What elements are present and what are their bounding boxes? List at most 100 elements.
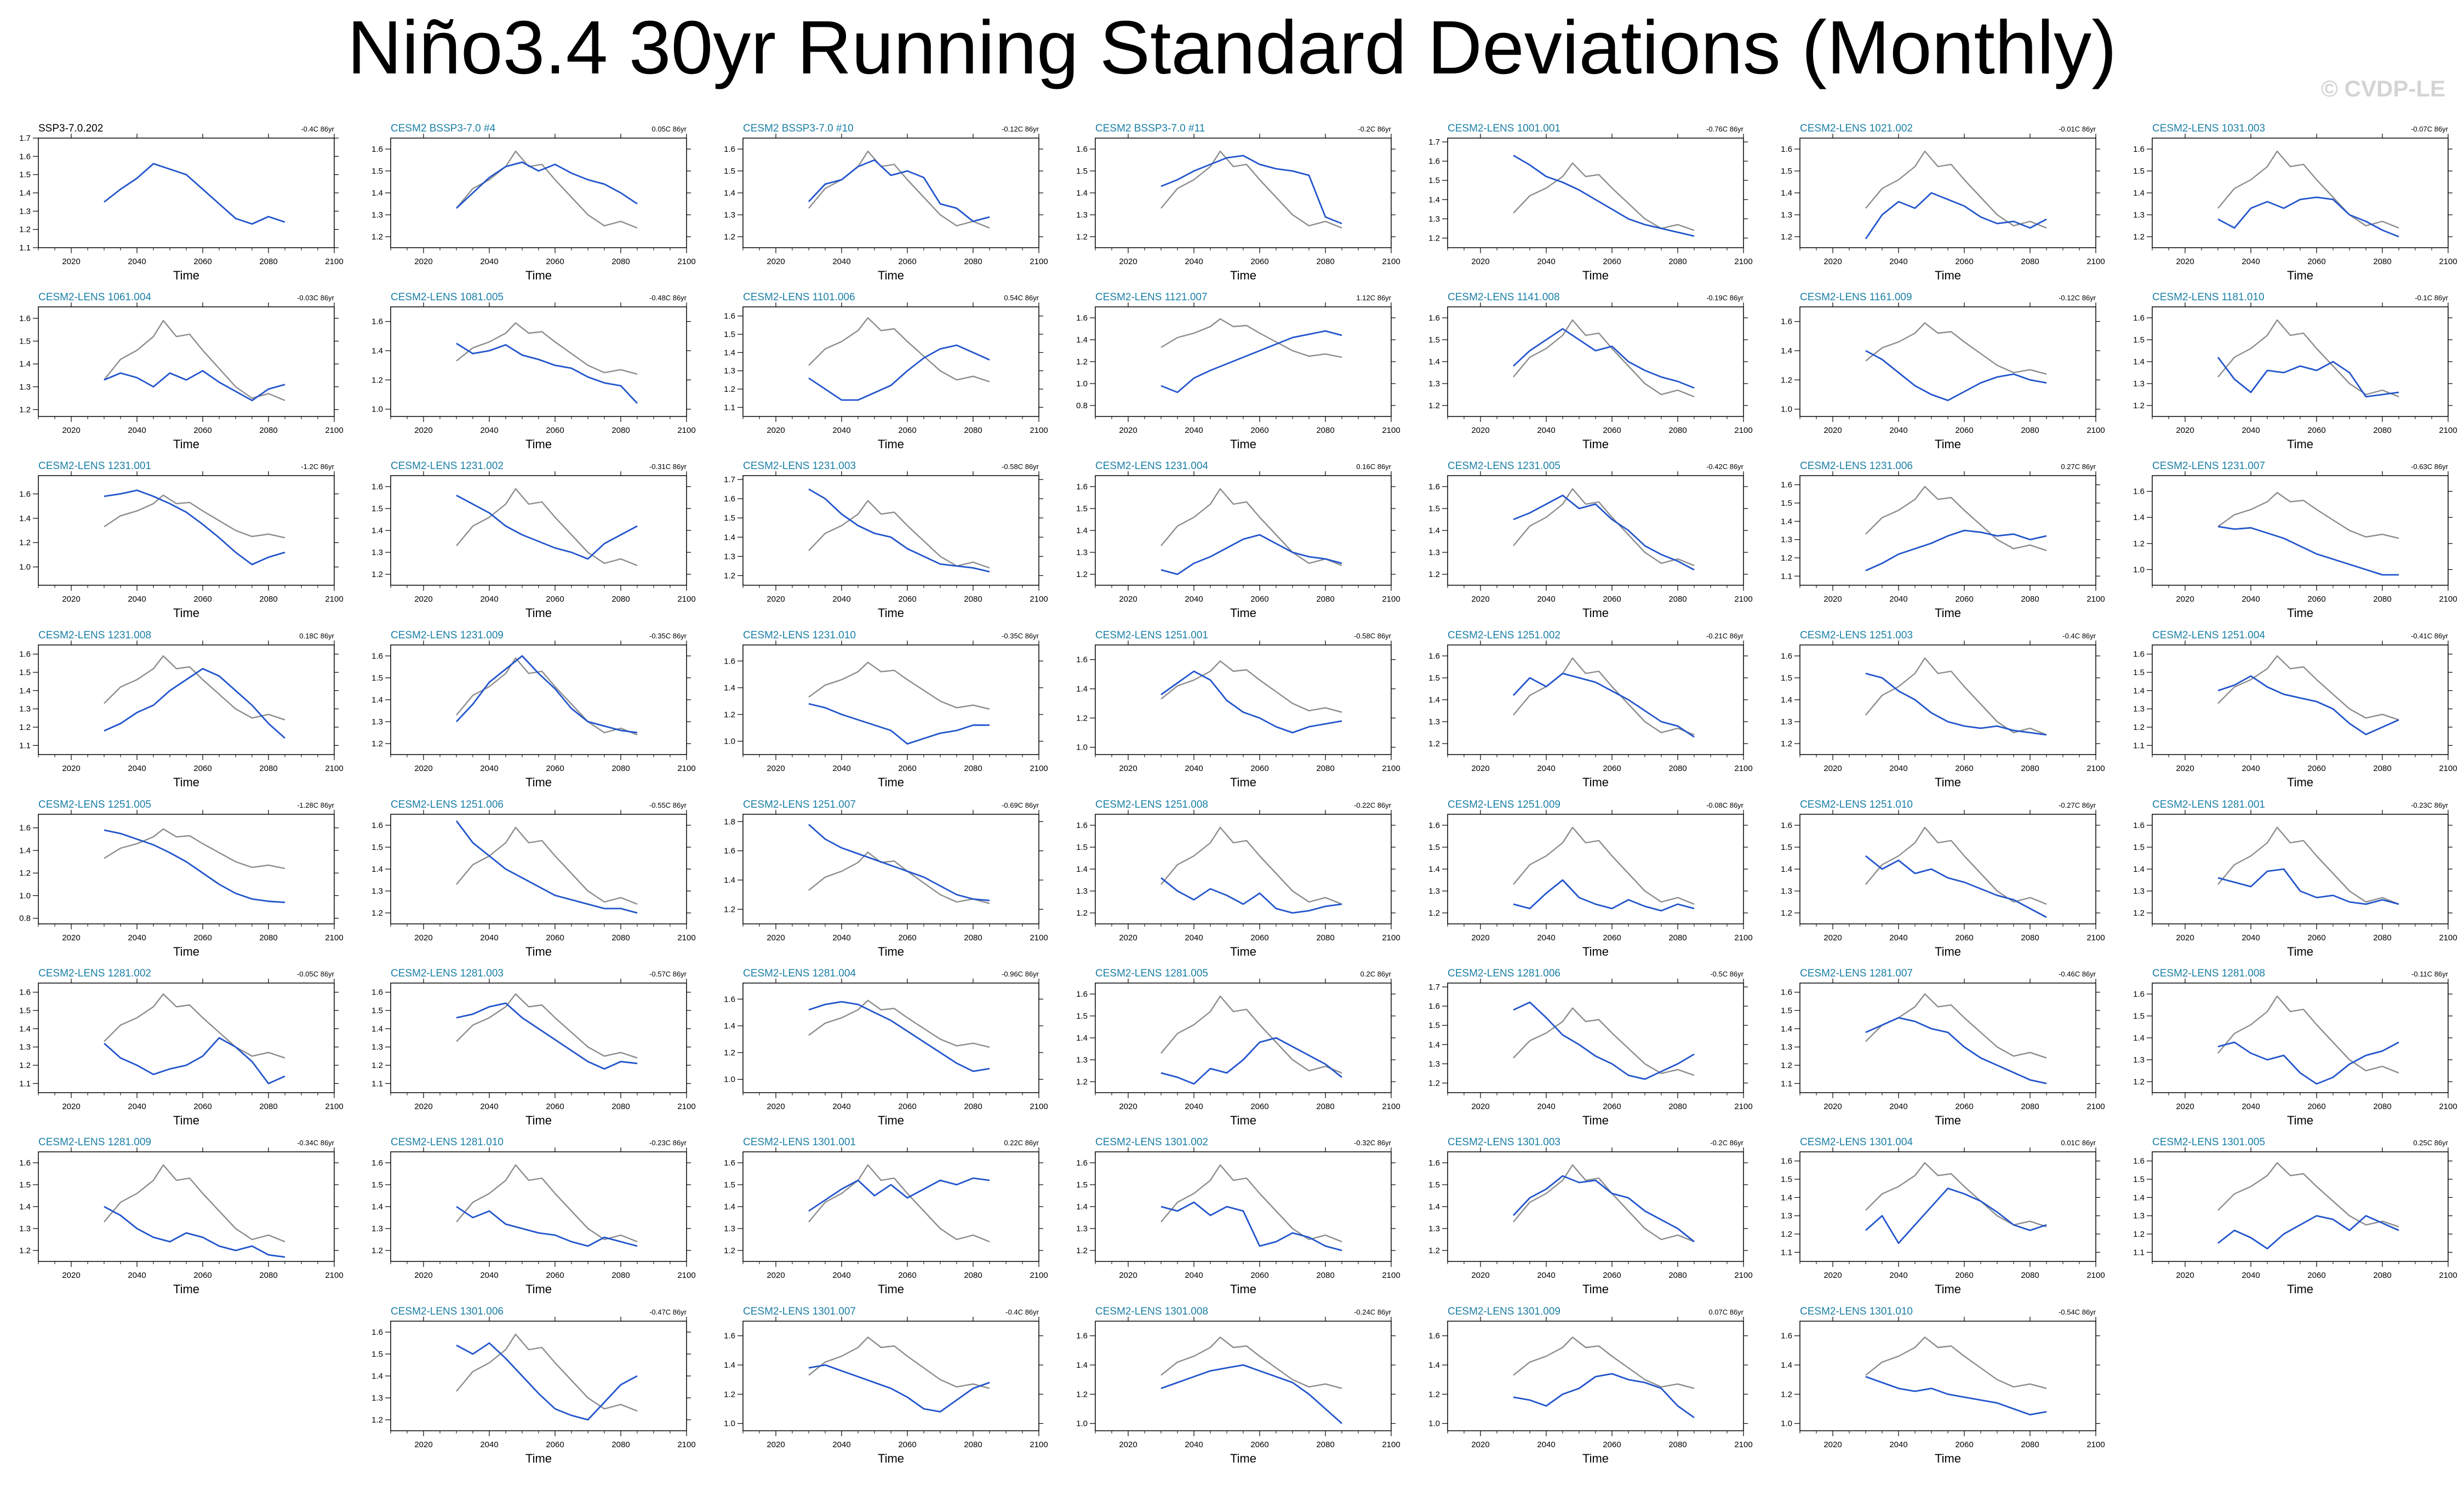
x-tick-label: 2040 — [1537, 1440, 1555, 1449]
x-tick-label: 2020 — [414, 595, 432, 604]
y-tick-label: 1.4 — [371, 346, 383, 356]
member-series-line — [455, 820, 638, 914]
plot-frame — [1095, 306, 1392, 417]
y-tick-label: 1.6 — [19, 824, 31, 833]
x-tick-label: 2100 — [1734, 933, 1752, 943]
x-axis-label: Time — [1582, 1282, 1609, 1296]
y-tick-label: 1.6 — [724, 494, 735, 504]
y-tick-label: 1.5 — [1428, 843, 1440, 852]
panel-title: CESM2-LENS 1141.008 — [1448, 292, 1560, 303]
y-tick-label: 1.5 — [2133, 668, 2145, 677]
y-tick-label: 1.4 — [1428, 865, 1440, 874]
chart-panel: CESM2-LENS 1161.009 -0.12C 86yr 2020 2040 20… — [1781, 292, 2105, 451]
x-tick-label: 2100 — [1382, 1440, 1400, 1449]
y-tick-label: 1.5 — [371, 673, 383, 683]
x-tick-label: 2060 — [2307, 1271, 2325, 1280]
x-tick-label: 2080 — [1316, 1440, 1334, 1449]
y-tick-label: 1.2 — [724, 385, 735, 394]
x-tick-label: 2020 — [414, 1271, 432, 1280]
panel-title: CESM2-LENS 1251.005 — [38, 799, 151, 810]
y-tick-label: 1.6 — [1076, 655, 1088, 665]
x-tick-label: 2040 — [480, 426, 498, 435]
x-tick-label: 2100 — [1734, 1440, 1752, 1449]
x-tick-label: 2040 — [1185, 933, 1203, 943]
y-tick-label: 1.2 — [19, 405, 31, 415]
trend-label: -0.22C 86yr — [1354, 801, 1392, 809]
member-series-line — [808, 344, 990, 401]
x-tick-label: 2040 — [128, 764, 146, 773]
member-series-line — [456, 1002, 638, 1070]
y-tick-label: 1.3 — [371, 210, 383, 220]
trend-label: -0.58C 86yr — [1002, 462, 1039, 471]
plot-frame — [2152, 1151, 2449, 1262]
y-tick-label: 1.4 — [2133, 1033, 2145, 1043]
x-tick-label: 2020 — [62, 1271, 80, 1280]
y-tick-label: 1.2 — [1076, 357, 1088, 367]
x-tick-label: 2100 — [1030, 1102, 1048, 1111]
y-tick-label: 0.8 — [19, 914, 31, 923]
trend-label: -1.28C 86yr — [297, 801, 335, 809]
x-tick-label: 2100 — [1030, 933, 1048, 943]
x-tick-label: 2060 — [546, 1440, 564, 1449]
x-tick-label: 2040 — [480, 933, 498, 943]
x-tick-label: 2060 — [898, 1440, 916, 1449]
y-tick-label: 1.2 — [1428, 401, 1440, 410]
panel-title: CESM2-LENS 1301.005 — [2152, 1136, 2265, 1148]
x-tick-label: 2100 — [2439, 595, 2457, 604]
plot-frame — [390, 306, 687, 417]
ensemble-mean-line — [104, 828, 285, 870]
member-series-line — [104, 370, 285, 402]
y-tick-label: 1.2 — [371, 739, 383, 749]
x-tick-label: 2020 — [767, 1440, 785, 1449]
x-tick-label: 2100 — [1382, 426, 1400, 435]
x-tick-label: 2100 — [2439, 1102, 2457, 1111]
x-axis-label: Time — [2287, 1113, 2313, 1127]
x-tick-label: 2040 — [2242, 426, 2260, 435]
x-tick-label: 2080 — [611, 1271, 630, 1280]
panel-title: CESM2-LENS 1231.004 — [1095, 460, 1208, 472]
y-tick-label: 1.2 — [1781, 739, 1792, 749]
ensemble-mean-line — [1865, 657, 2047, 736]
member-series-line — [1865, 1187, 2047, 1244]
member-series-line — [1865, 1375, 2047, 1416]
plot-frame — [742, 1151, 1039, 1262]
x-axis-label: Time — [2287, 945, 2313, 958]
ensemble-mean-line — [456, 993, 638, 1059]
plot-frame — [742, 475, 1039, 586]
x-tick-label: 2020 — [1119, 426, 1137, 435]
chart-panel: CESM2-LENS 1101.006 0.54C 86yr 2020 2040 206… — [724, 292, 1048, 451]
y-tick-label: 1.2 — [724, 571, 735, 580]
y-tick-label: 1.2 — [19, 723, 31, 732]
x-axis-label: Time — [1935, 1282, 1961, 1296]
x-tick-label: 2100 — [2086, 426, 2105, 435]
y-tick-label: 1.6 — [2133, 1157, 2145, 1166]
chart-panel: CESM2-LENS 1301.002 -0.32C 86yr 2020 2040 20… — [1076, 1136, 1400, 1296]
x-axis-label: Time — [1582, 437, 1609, 451]
x-tick-label: 2040 — [480, 1271, 498, 1280]
y-tick-label: 1.4 — [19, 1024, 31, 1033]
panel-title: CESM2-LENS 1251.007 — [743, 799, 856, 810]
y-tick-label: 1.3 — [19, 705, 31, 714]
ensemble-mean-line — [2217, 655, 2399, 721]
x-tick-label: 2040 — [480, 595, 498, 604]
panel-title: CESM2-LENS 1231.002 — [391, 460, 504, 472]
trend-label: -0.23C 86yr — [649, 1139, 687, 1147]
y-tick-label: 1.4 — [1428, 695, 1440, 705]
ensemble-mean-line — [456, 322, 638, 375]
x-axis-label: Time — [525, 1113, 552, 1127]
y-tick-label: 1.8 — [724, 817, 735, 826]
y-tick-label: 1.4 — [724, 1021, 735, 1031]
panel-title: CESM2-LENS 1301.004 — [1800, 1136, 1913, 1148]
x-tick-label: 2060 — [1603, 1102, 1621, 1111]
x-tick-label: 2060 — [546, 764, 564, 773]
x-tick-label: 2080 — [964, 1102, 982, 1111]
y-tick-label: 1.6 — [19, 489, 31, 499]
y-tick-label: 1.6 — [2133, 145, 2145, 154]
y-tick-label: 1.4 — [1781, 346, 1792, 356]
ensemble-mean-line — [1865, 826, 2047, 905]
y-tick-label: 1.6 — [371, 821, 383, 830]
y-tick-label: 1.4 — [2133, 357, 2145, 367]
y-tick-label: 1.2 — [1076, 570, 1088, 579]
trend-label: 1.12C 86yr — [1356, 294, 1391, 302]
y-tick-label: 1.0 — [1781, 1419, 1792, 1429]
